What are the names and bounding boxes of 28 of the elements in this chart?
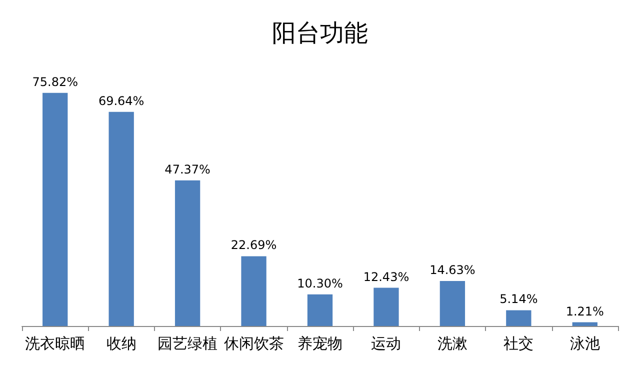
bar <box>307 294 333 326</box>
x-tick-label: 洗漱 <box>437 334 468 352</box>
x-tick-label: 收纳 <box>106 334 136 352</box>
data-label: 12.43% <box>363 270 410 284</box>
data-label: 5.14% <box>500 292 538 306</box>
x-tick-label: 洗衣晾晒 <box>25 334 86 352</box>
data-label: 10.30% <box>297 276 343 290</box>
data-label: 22.69% <box>230 238 277 252</box>
data-label: 14.63% <box>430 263 476 278</box>
bar <box>374 288 399 326</box>
bar <box>108 112 134 326</box>
x-tick-label: 社交 <box>504 334 534 352</box>
bar <box>42 92 68 326</box>
bar <box>506 310 532 326</box>
data-label: 75.82% <box>32 74 78 89</box>
bar <box>241 256 266 326</box>
bar <box>572 322 598 326</box>
data-label: 1.21% <box>566 304 604 318</box>
data-label: 47.37% <box>164 162 210 176</box>
bar <box>174 180 200 326</box>
x-tick-label: 泳池 <box>570 334 600 352</box>
x-tick-label: 园艺绿植 <box>158 334 218 352</box>
bar <box>440 281 466 326</box>
chart-title: 阳台功能 <box>272 19 368 47</box>
x-tick-label: 运动 <box>371 334 402 352</box>
data-label: 69.64% <box>98 94 144 108</box>
x-tick-label: 休闲饮茶 <box>224 334 284 352</box>
x-tick-label: 养宠物 <box>298 334 342 352</box>
